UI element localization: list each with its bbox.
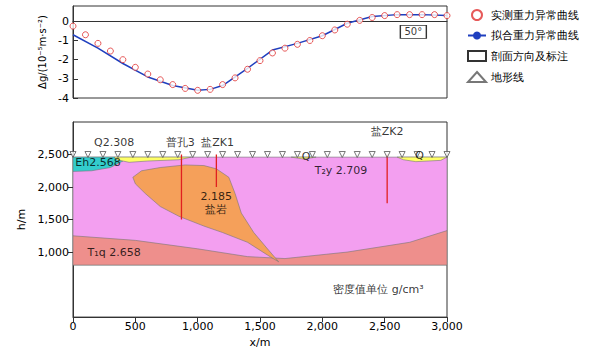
svg-text:2,500: 2,500 [369,320,401,333]
svg-text:-4: -4 [58,92,69,105]
svg-text:T₁q 2.658: T₁q 2.658 [87,246,141,259]
svg-text:h/m: h/m [15,209,28,230]
svg-text:密度值单位 g/cm³: 密度值单位 g/cm³ [333,283,423,296]
svg-text:1,500: 1,500 [244,320,276,333]
svg-text:0: 0 [62,15,69,28]
svg-text:Eh2.568: Eh2.568 [75,156,120,169]
svg-text:2,500: 2,500 [38,148,70,161]
svg-text:3,000: 3,000 [431,320,463,333]
svg-text:盐ZK1: 盐ZK1 [201,136,234,149]
svg-text:2,000: 2,000 [38,181,70,194]
svg-text:普孔3: 普孔3 [166,136,195,149]
svg-text:1,000: 1,000 [182,320,214,333]
svg-text:-3: -3 [58,72,69,85]
svg-text:盐岩: 盐岩 [205,203,227,216]
svg-text:0: 0 [70,320,77,333]
svg-text:x/m: x/m [250,336,271,349]
svg-text:2.185: 2.185 [201,190,233,203]
svg-text:1,000: 1,000 [38,246,70,259]
svg-text:盐ZK2: 盐ZK2 [371,125,404,138]
svg-text:T₂y 2.709: T₂y 2.709 [314,164,368,177]
svg-text:Δg/(10⁻⁵m·s⁻²): Δg/(10⁻⁵m·s⁻²) [37,15,48,89]
svg-text:-1: -1 [58,34,69,47]
svg-text:地形线: 地形线 [490,71,524,84]
svg-text:Q2.308: Q2.308 [94,136,134,149]
svg-text:-2: -2 [58,53,69,66]
svg-text:拟合重力异常曲线: 拟合重力异常曲线 [491,29,579,42]
svg-text:1,500: 1,500 [38,213,70,226]
svg-text:500: 500 [125,320,146,333]
svg-text:剖面方向及标注: 剖面方向及标注 [491,50,568,63]
svg-text:实测重力异常曲线: 实测重力异常曲线 [491,9,579,22]
svg-text:Q: Q [415,149,424,162]
svg-text:2,000: 2,000 [307,320,339,333]
svg-text:50°: 50° [404,26,422,37]
svg-text:Q: Q [302,150,311,163]
